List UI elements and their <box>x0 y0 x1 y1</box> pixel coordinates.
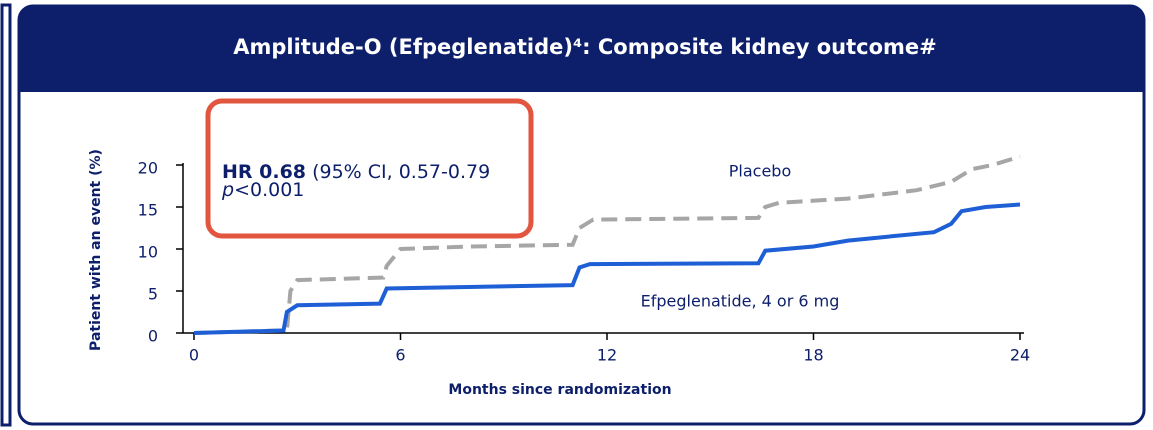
p-number: <0.001 <box>234 179 304 201</box>
y-tick-label: 0 <box>148 327 158 346</box>
series-label: Efpeglenatide, 4 or 6 mg <box>641 292 840 311</box>
series-line <box>193 154 1021 335</box>
adjacent-panel-edge <box>0 3 12 427</box>
y-tick-label: 10 <box>138 243 158 262</box>
p-value: p<0.001 <box>221 179 304 201</box>
hazard-ratio: HR 0.68 <box>222 161 306 183</box>
x-axis-label: Months since randomization <box>448 382 671 398</box>
x-tick-label: 0 <box>189 346 199 365</box>
panel-header <box>19 6 1144 92</box>
series-label: Placebo <box>729 162 791 181</box>
y-tick-label: 15 <box>138 201 158 220</box>
y-tick-label: 20 <box>138 159 158 178</box>
p-symbol: p <box>221 179 234 201</box>
annotation-box <box>205 98 534 239</box>
x-tick-label: 24 <box>1010 346 1030 365</box>
series-line <box>193 202 1021 335</box>
annotation: HR 0.68 (95% CI, 0.57-0.79 <box>222 161 490 183</box>
x-tick-label: 18 <box>803 346 823 365</box>
chart-title: Amplitude-O (Efpeglenatide)⁴: Composite … <box>233 35 937 59</box>
y-tick-label: 5 <box>148 285 158 304</box>
y-axis-label: Patient with an event (%) <box>88 149 104 351</box>
x-tick-label: 6 <box>395 346 405 365</box>
confidence-interval: (95% CI, 0.57-0.79 <box>312 161 490 183</box>
x-tick-label: 12 <box>597 346 617 365</box>
